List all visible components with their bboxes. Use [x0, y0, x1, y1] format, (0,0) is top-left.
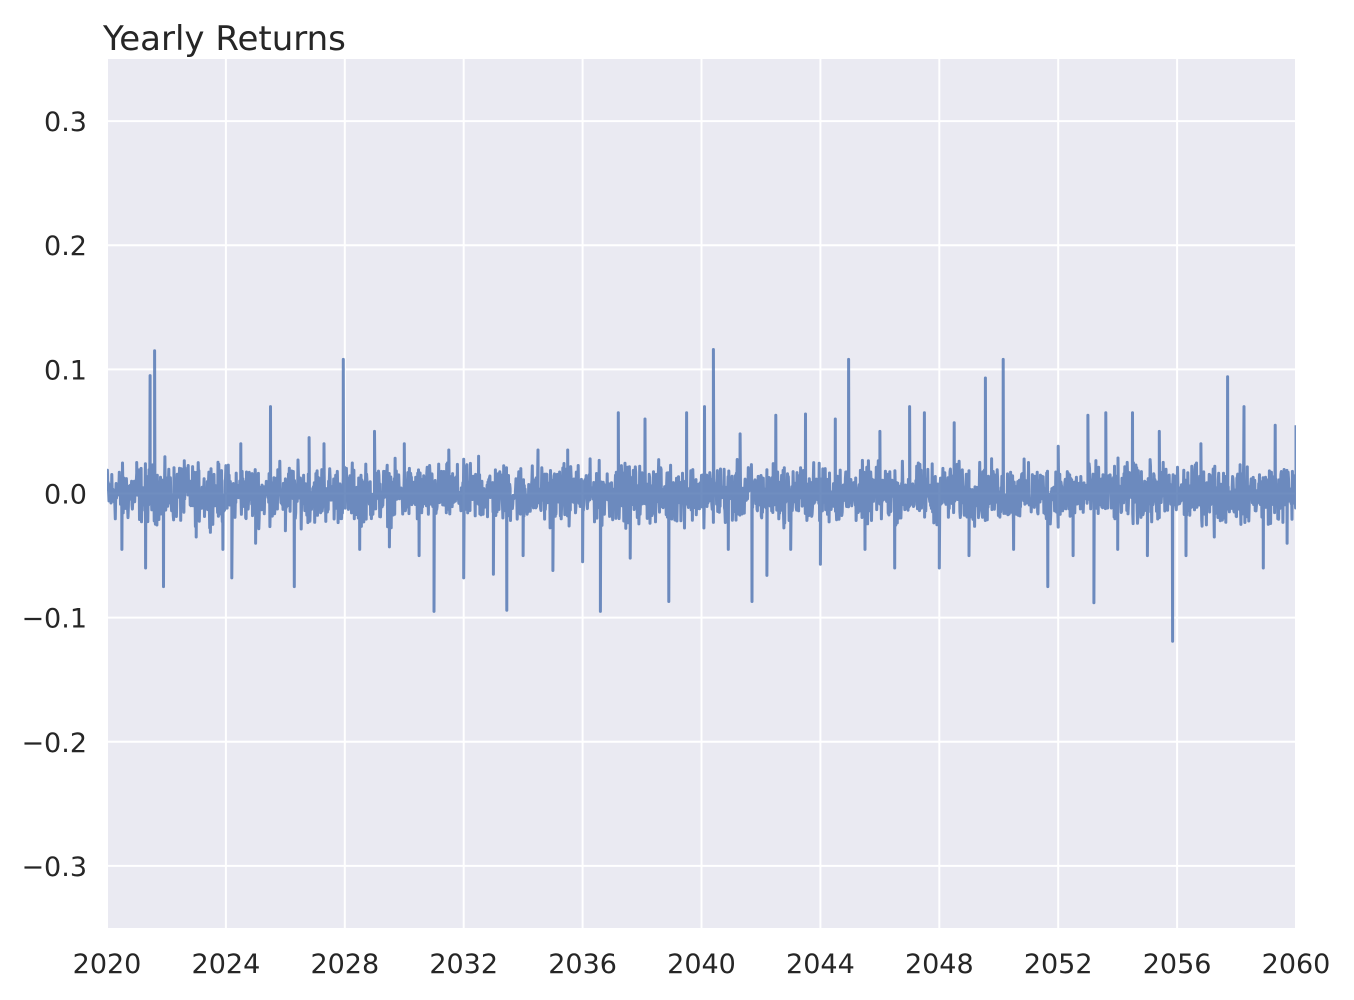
y-tick-label: 0.2	[44, 231, 87, 262]
x-axis-ticks: 2020 2024 2028 2032 2036 2040 2044 2048 2052 2056…	[73, 949, 1331, 980]
x-tick-label: 2036	[548, 949, 617, 980]
x-tick-label: 2056	[1143, 949, 1212, 980]
series-layer	[106, 348, 1297, 643]
x-tick-label: 2040	[667, 949, 736, 980]
x-tick-label: 2032	[429, 949, 498, 980]
y-tick-label: 0.3	[44, 107, 87, 138]
y-tick-label: 0.0	[44, 480, 87, 511]
x-tick-label: 2024	[192, 949, 261, 980]
y-axis-ticks: −0.3 −0.2 −0.1 0.0 0.1 0.2 0.3	[21, 107, 87, 883]
x-tick-label: 2028	[310, 949, 379, 980]
y-tick-label: 0.1	[44, 355, 87, 386]
y-tick-label: −0.2	[21, 728, 87, 759]
x-tick-label: 2060	[1262, 949, 1331, 980]
returns-series-line	[107, 348, 1296, 643]
y-tick-label: −0.1	[21, 604, 87, 635]
x-tick-label: 2052	[1024, 949, 1093, 980]
x-tick-label: 2020	[73, 949, 142, 980]
x-tick-label: 2048	[905, 949, 974, 980]
y-tick-label: −0.3	[21, 852, 87, 883]
chart-title: Yearly Returns	[102, 19, 346, 59]
x-tick-label: 2044	[786, 949, 855, 980]
